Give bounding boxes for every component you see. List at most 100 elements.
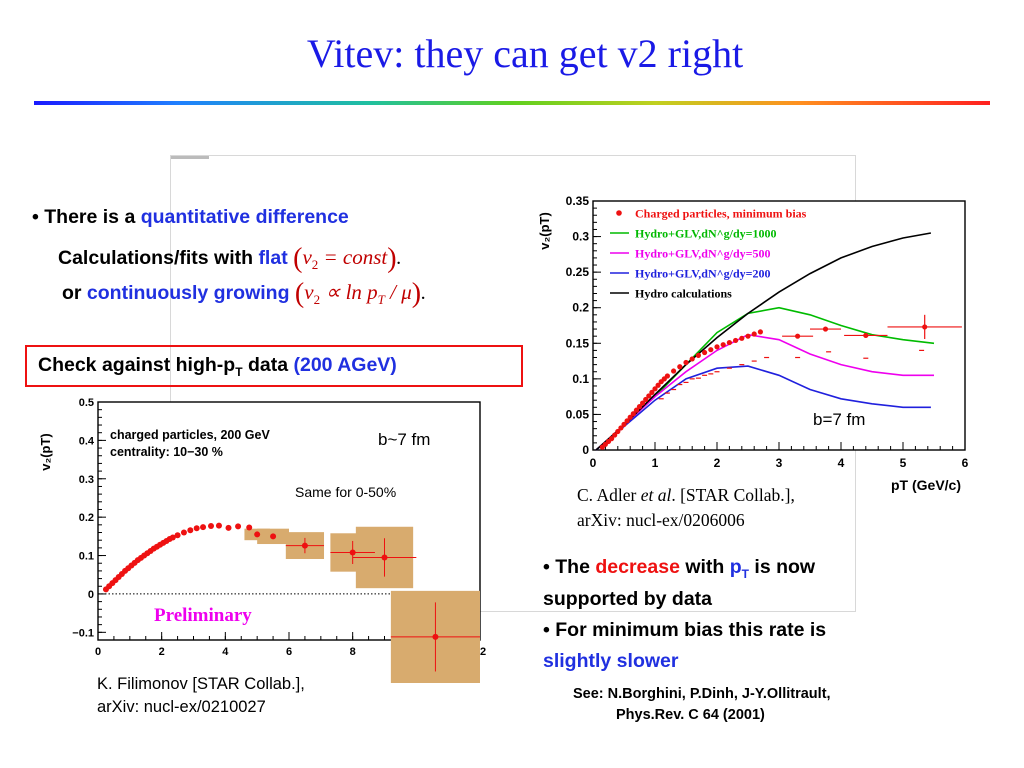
data-point <box>215 522 222 529</box>
data-point <box>671 368 677 374</box>
left-chart: 024681012−0.100.10.20.30.40.5pT (GeV/c)v… <box>38 397 486 683</box>
data-point <box>640 400 646 406</box>
data-point <box>649 389 655 395</box>
data-point <box>612 432 618 438</box>
data-point <box>646 393 652 399</box>
legend-label: Hydro calculations <box>635 287 732 301</box>
annotation-preliminary: Preliminary <box>154 605 252 626</box>
citation-left-2: arXiv: nucl-ex/0210027 <box>97 698 266 716</box>
x-tick-label: 3 <box>776 456 783 470</box>
data-point <box>652 386 658 392</box>
bullet-minbias-highlight: slightly slower <box>543 650 679 672</box>
x-tick-label: 5 <box>900 456 907 470</box>
data-point <box>169 534 176 541</box>
flat-dot: . <box>396 247 402 269</box>
data-point <box>254 531 261 538</box>
y-tick-label: −0.1 <box>72 627 94 639</box>
data-point <box>432 633 439 640</box>
decrease-highlight: decrease <box>595 556 680 578</box>
data-point <box>689 356 695 362</box>
x-tick-label: 6 <box>962 456 969 470</box>
flat-pre: Calculations/fits with <box>58 247 259 269</box>
x-tick-label: 2 <box>714 456 721 470</box>
y-tick-label: 0.3 <box>79 474 94 486</box>
x-tick-label: 8 <box>350 646 356 658</box>
data-point <box>643 396 649 403</box>
x-axis-label: pT (GeV/c) <box>891 477 961 493</box>
legend-label: Hydro+GLV,dN^g/dy=1000 <box>635 227 776 241</box>
data-point <box>615 428 621 435</box>
data-point <box>235 523 242 530</box>
data-point <box>381 554 388 561</box>
decrease-pre: • The <box>543 556 596 578</box>
bullet1-pre: • There is a <box>32 206 141 228</box>
data-point <box>180 529 187 536</box>
data-point <box>627 414 633 420</box>
data-point <box>795 333 801 339</box>
data-point <box>630 411 636 417</box>
pt-sub: T <box>741 566 750 581</box>
annotation-same: Same for 0-50% <box>295 484 396 500</box>
data-point <box>636 404 643 410</box>
y-tick-label: 0.2 <box>572 301 589 315</box>
data-point <box>683 359 689 366</box>
growing-formula-rest: ∝ ln p <box>320 280 378 304</box>
growing-pre: or <box>62 282 87 304</box>
data-point <box>695 352 701 358</box>
frame-mark <box>171 156 209 159</box>
data-point <box>193 525 200 532</box>
legend-label: Hydro+GLV,dN^g/dy=200 <box>635 267 770 281</box>
annotation-centrality: centrality: 10−30 % <box>110 445 223 459</box>
bullet-decrease-line2: supported by data <box>543 588 713 610</box>
growing-highlight: continuously growing <box>86 282 290 304</box>
y-tick-label: 0.25 <box>566 265 590 279</box>
data-point <box>677 364 683 370</box>
data-point <box>733 337 739 344</box>
data-point <box>655 382 661 388</box>
data-point <box>708 347 714 353</box>
data-point <box>349 549 356 556</box>
flat-formula: v2 = const <box>302 245 387 273</box>
growing-formula-sub2: T <box>377 292 385 308</box>
data-point <box>246 524 253 531</box>
data-point <box>301 542 308 549</box>
pt-highlight: pT <box>729 556 750 581</box>
data-point <box>714 344 720 350</box>
slide-title: Vitev: they can get v2 right <box>306 31 744 76</box>
data-point <box>751 331 757 337</box>
data-point <box>174 532 181 539</box>
flat-formula-sub: 2 <box>311 257 319 273</box>
growing-formula: v2 ∝ ln pT / μ <box>304 280 412 308</box>
data-point <box>664 373 670 379</box>
x-tick-label: 2 <box>159 646 165 658</box>
x-tick-label: 0 <box>590 456 597 470</box>
y-tick-label: 0.15 <box>566 336 590 350</box>
annotation-b: b=7 fm <box>813 410 865 429</box>
y-tick-label: 0.05 <box>566 407 590 421</box>
growing-formula-sub: 2 <box>313 292 321 308</box>
x-tick-label: 4 <box>838 456 845 470</box>
y-axis-label: v₂(pT) <box>38 433 53 471</box>
data-point <box>609 436 615 442</box>
check-sub: T <box>235 364 243 379</box>
right-chart: 0 1 2 3 4 5 6 0 0.05 0.1 0.15 0.2 0.25 0.3 0.35 pT (GeV… <box>537 194 969 493</box>
y-tick-label: 0.1 <box>572 372 589 386</box>
y-tick-label: 0.5 <box>79 397 94 409</box>
plot-frame <box>592 200 966 451</box>
see-reference-2: Phys.Rev. C 64 (2001) <box>616 707 765 723</box>
data-point <box>624 418 630 424</box>
bullet1-highlight: quantitative difference <box>140 206 349 228</box>
flat-highlight: flat <box>258 247 288 269</box>
x-tick-label: 0 <box>95 646 101 658</box>
data-point <box>726 339 732 346</box>
cite-right-post: . [STAR Collab.], <box>671 485 795 505</box>
flat-formula-v: v <box>302 245 312 269</box>
theory-curve <box>595 365 931 451</box>
bullet-growing-line: or continuously growing (v2 ∝ ln pT / μ)… <box>62 278 427 309</box>
data-point <box>720 342 726 348</box>
y-tick-label: 0.35 <box>566 194 590 208</box>
pt-letter: p <box>729 556 742 578</box>
growing-formula-tail: / μ <box>384 280 412 304</box>
see-reference-1: See: N.Borghini, P.Dinh, J-Y.Ollitrault, <box>573 686 831 702</box>
y-tick-label: 0.4 <box>79 435 95 447</box>
